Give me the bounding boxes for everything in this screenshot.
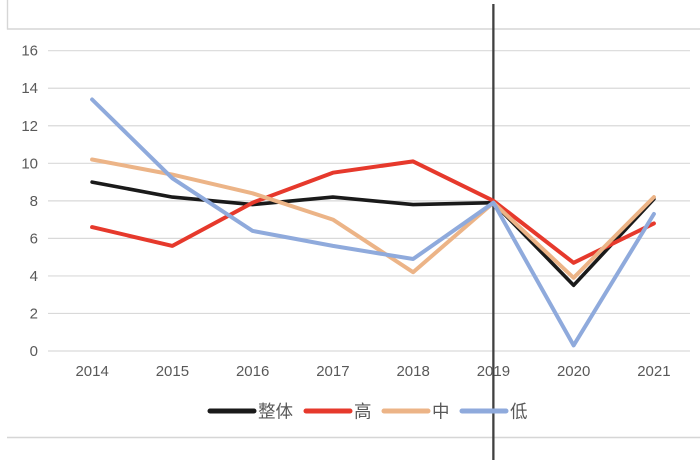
- y-axis-tick-label-14: 14: [21, 80, 38, 97]
- x-axis-tick-label-2020: 2020: [557, 363, 590, 380]
- legend-label-high: 高: [354, 402, 372, 422]
- series-line-high: [90, 159, 656, 265]
- series-line-low: [90, 97, 656, 348]
- x-axis-tick-label-2021: 2021: [637, 363, 670, 380]
- y-axis-tick-label-6: 6: [30, 230, 38, 247]
- x-axis-tick-label-2019: 2019: [477, 363, 510, 380]
- x-axis-tick-label-2014: 2014: [75, 363, 108, 380]
- legend-label-low: 低: [510, 402, 528, 422]
- legend-label-mid: 中: [432, 402, 450, 422]
- y-axis-tick-label-12: 12: [21, 118, 38, 135]
- y-axis-tick-label-0: 0: [30, 343, 38, 360]
- series-line-mid: [90, 157, 656, 280]
- x-axis-tick-label-2016: 2016: [236, 363, 269, 380]
- x-axis-tick-label-2018: 2018: [396, 363, 429, 380]
- y-axis-tick-label-16: 16: [21, 43, 38, 60]
- y-axis-tick-label-4: 4: [30, 268, 38, 285]
- series-line-overall: [90, 180, 656, 288]
- y-axis-tick-label-2: 2: [30, 305, 38, 322]
- y-axis-tick-label-8: 8: [30, 193, 38, 210]
- x-axis-tick-label-2015: 2015: [156, 363, 189, 380]
- legend-label-overall: 整体: [258, 402, 293, 422]
- y-axis-tick-label-10: 10: [21, 155, 38, 172]
- x-axis-tick-label-2017: 2017: [316, 363, 349, 380]
